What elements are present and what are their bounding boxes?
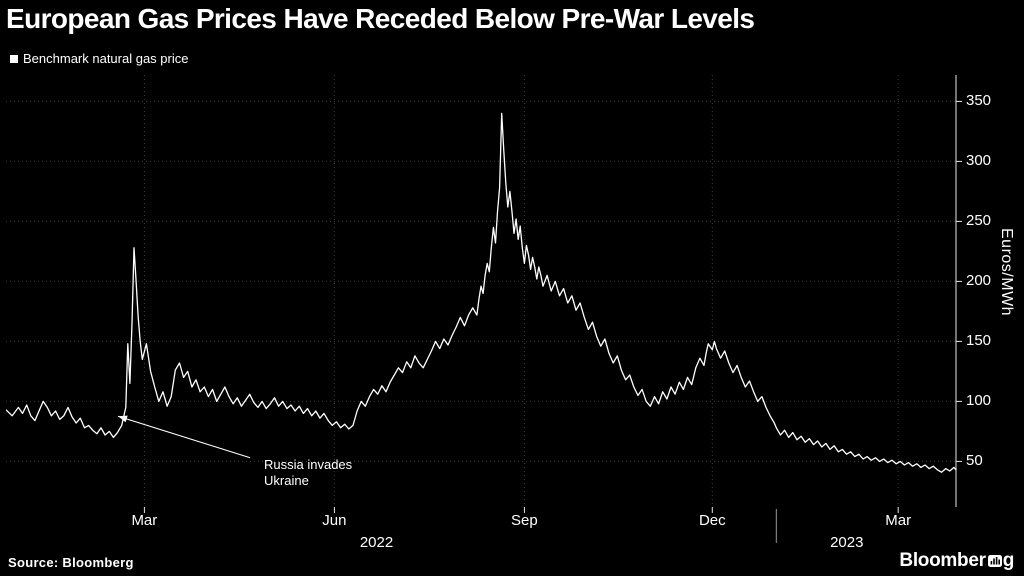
bloomberg-wordmark-part1: Bloomber — [899, 549, 986, 571]
line-chart — [6, 75, 962, 543]
x-tick-label: Sep — [511, 512, 538, 529]
y-tick-label: 250 — [966, 212, 992, 230]
y-tick-label: 350 — [966, 92, 992, 110]
legend: Benchmark natural gas price — [10, 51, 188, 66]
bloomberg-wordmark-part2: g — [1002, 549, 1015, 571]
y-tick-label: 100 — [966, 392, 992, 410]
bloomberg-audio-bars-icon — [987, 551, 1002, 573]
chart-title: European Gas Prices Have Receded Below P… — [6, 3, 755, 34]
y-tick-label: 300 — [966, 152, 992, 170]
legend-label: Benchmark natural gas price — [23, 51, 189, 66]
x-tick-label: Dec — [698, 512, 726, 529]
y-axis-title: Euros/MWh — [998, 228, 1015, 317]
x-tick-label: Mar — [131, 512, 158, 529]
source-label: Source: Bloomberg — [8, 555, 134, 570]
year-label: 2022 — [359, 534, 394, 551]
y-tick-label: 200 — [966, 272, 992, 290]
x-tick-label: Mar — [885, 512, 912, 529]
legend-square-marker-icon — [10, 54, 18, 63]
bloomberg-logo: Bloomber g — [899, 548, 1014, 573]
year-label: 2023 — [830, 534, 864, 551]
x-tick-label: Jun — [322, 512, 347, 529]
y-tick-label: 50 — [966, 452, 983, 470]
annotation-russia-invades-ukraine: Russia invades Ukraine — [264, 457, 353, 489]
y-tick-label: 150 — [966, 332, 992, 350]
